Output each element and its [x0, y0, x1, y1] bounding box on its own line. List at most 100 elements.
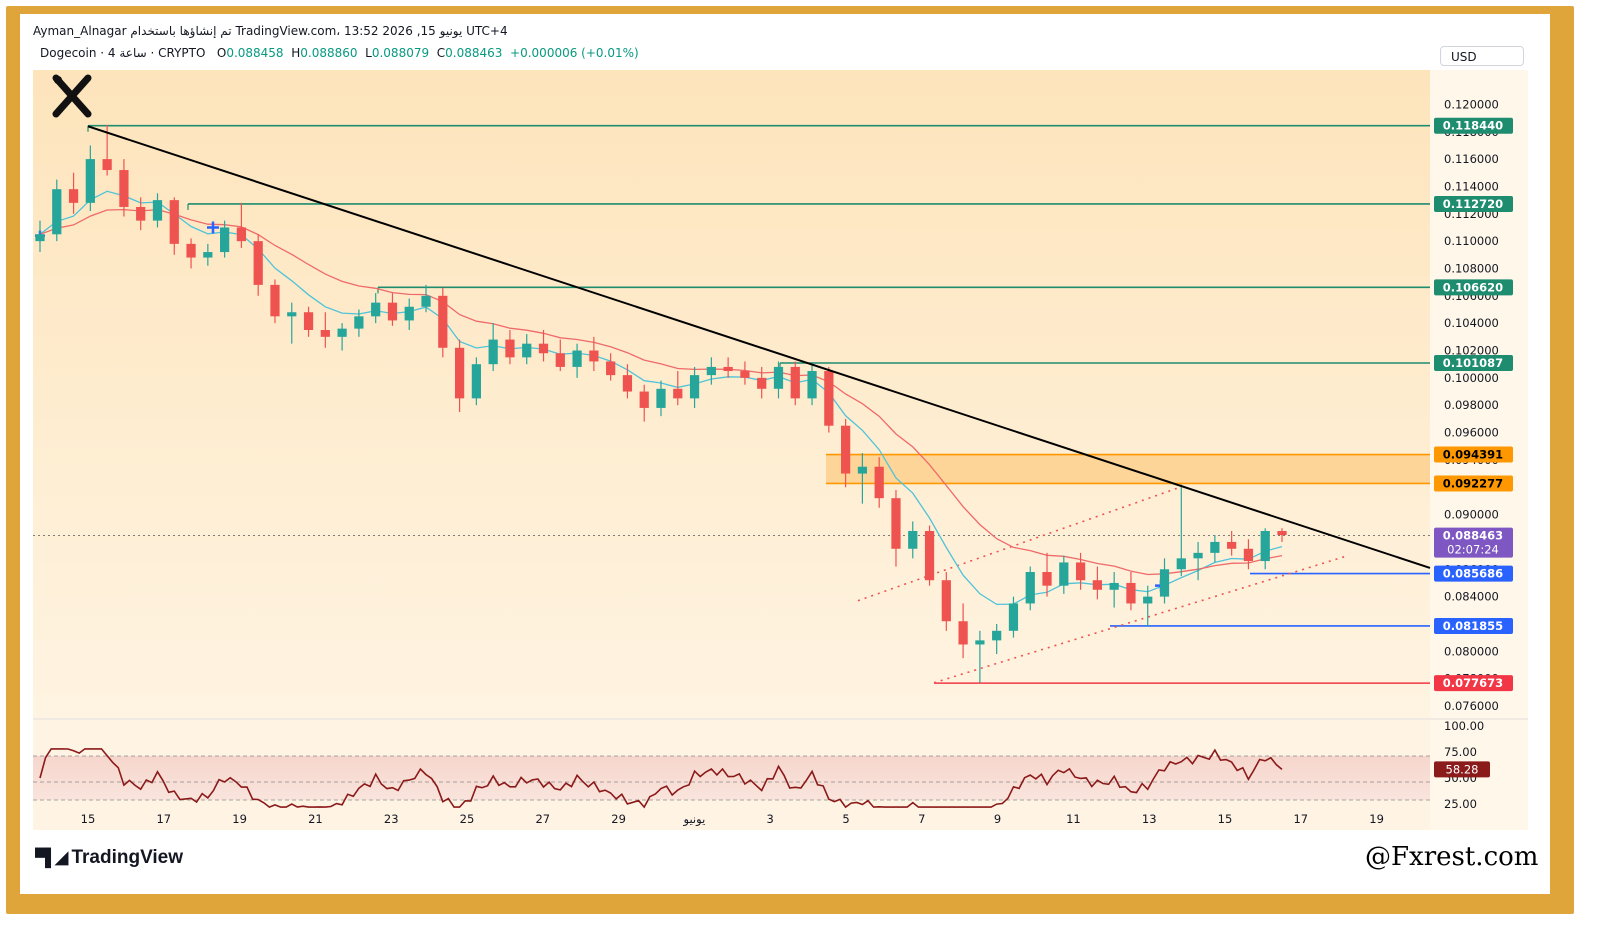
candle[interactable] [841, 418, 851, 488]
candle[interactable] [371, 293, 381, 324]
candle[interactable] [1210, 535, 1220, 563]
candle[interactable] [555, 339, 565, 372]
candle[interactable] [656, 380, 666, 417]
candle[interactable] [1025, 566, 1035, 611]
candle[interactable] [1243, 539, 1254, 570]
candle[interactable] [1059, 555, 1069, 594]
candle[interactable] [136, 197, 146, 231]
candle[interactable] [622, 364, 633, 399]
candle[interactable] [874, 457, 884, 508]
candle[interactable] [1126, 572, 1136, 611]
candle-body [253, 241, 263, 285]
candle[interactable] [807, 364, 817, 406]
candle[interactable] [119, 159, 129, 217]
candle[interactable] [152, 193, 163, 228]
candle-body [841, 425, 851, 474]
candle[interactable] [689, 366, 700, 408]
candle[interactable] [35, 220, 45, 253]
candle-body [589, 350, 599, 362]
y-tick-label: 0.096000 [1444, 426, 1499, 440]
candle[interactable] [941, 572, 951, 631]
candle-body [320, 330, 330, 337]
rsi-line[interactable] [39, 748, 1283, 809]
candle[interactable] [253, 234, 263, 296]
low-label: L [365, 46, 372, 60]
candle[interactable] [908, 521, 918, 559]
tradingview-logo-icon: ▀▌◢ [35, 848, 68, 867]
candle[interactable] [773, 361, 784, 399]
candle[interactable] [169, 197, 179, 255]
candle-body [371, 302, 381, 317]
candle[interactable] [1143, 585, 1153, 627]
candle[interactable] [757, 366, 767, 399]
candle[interactable] [824, 366, 834, 433]
watermark-text: @Fxrest.com [1365, 842, 1539, 872]
candle[interactable] [320, 312, 330, 348]
candle[interactable] [1092, 566, 1102, 600]
candle[interactable] [1227, 530, 1237, 556]
symbol-name[interactable]: Dogecoin · 4 ساعة · CRYPTO [40, 46, 206, 60]
candle-body [488, 339, 498, 365]
candle[interactable] [706, 357, 716, 385]
x-tick-label: 3 [767, 812, 774, 826]
candle[interactable] [606, 353, 616, 381]
tradingview-logo[interactable]: ▀▌◢ TradingView [35, 847, 183, 869]
candle[interactable] [857, 453, 868, 504]
candle[interactable] [220, 220, 230, 258]
candle[interactable] [203, 243, 213, 266]
x-tick-label: 9 [994, 812, 1001, 826]
candle[interactable] [52, 179, 62, 242]
candle[interactable] [1193, 541, 1203, 581]
candle[interactable] [287, 302, 297, 344]
candle[interactable] [891, 489, 901, 567]
candle[interactable] [387, 293, 398, 326]
candle[interactable] [236, 202, 247, 248]
candle[interactable] [958, 603, 968, 659]
candle[interactable] [790, 361, 800, 406]
ma-slow-line[interactable] [39, 208, 1283, 576]
candle[interactable] [639, 384, 649, 422]
candle[interactable] [1159, 558, 1170, 604]
candle[interactable] [1260, 528, 1270, 570]
candle[interactable] [1176, 484, 1186, 577]
candle[interactable] [454, 339, 465, 413]
candle[interactable] [404, 298, 414, 331]
candle-body [807, 371, 817, 399]
candle-body [723, 366, 733, 372]
tradingview-logo-text: TradingView [71, 847, 184, 868]
channel-upper-line[interactable] [857, 486, 1181, 602]
candle[interactable] [337, 323, 347, 351]
candle[interactable] [354, 309, 364, 337]
candle[interactable] [186, 238, 196, 269]
candle[interactable] [68, 172, 79, 214]
candle[interactable] [1075, 552, 1086, 590]
candle-body [421, 295, 431, 307]
candle[interactable] [471, 357, 481, 406]
candle[interactable] [438, 287, 448, 358]
candle[interactable] [924, 525, 935, 586]
candle[interactable] [975, 630, 985, 683]
currency-selector[interactable]: USD [1440, 46, 1524, 66]
candle[interactable] [421, 284, 431, 313]
candle[interactable] [740, 361, 750, 385]
candle[interactable] [303, 306, 314, 337]
candle[interactable] [1008, 596, 1019, 638]
descending-trendline[interactable] [87, 125, 1431, 569]
candle[interactable] [723, 357, 733, 378]
candle[interactable] [673, 371, 683, 406]
candle[interactable] [85, 145, 95, 212]
candle[interactable] [522, 334, 532, 365]
candle[interactable] [572, 343, 582, 378]
candle[interactable] [992, 623, 1002, 655]
candle-body [706, 366, 716, 376]
candle[interactable] [505, 330, 515, 365]
candle[interactable] [1109, 572, 1119, 608]
open-value: 0.088458 [226, 46, 284, 60]
candle[interactable] [538, 330, 549, 362]
candle[interactable] [589, 336, 599, 372]
candle[interactable] [1042, 552, 1052, 597]
candle[interactable] [1277, 528, 1287, 542]
change-value: +0.000006 (+0.01%) [510, 46, 639, 60]
candle[interactable] [488, 323, 498, 372]
candle[interactable] [270, 279, 280, 324]
